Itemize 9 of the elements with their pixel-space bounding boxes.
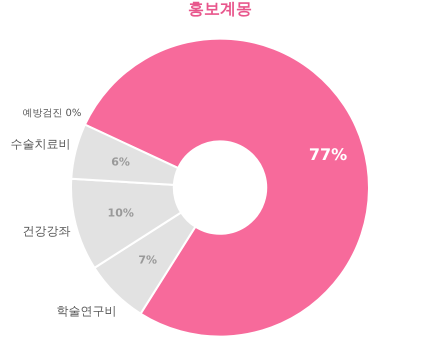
category-label: 예방검진 0% [22, 108, 82, 120]
data-label: 10% [108, 206, 134, 220]
chart-title: 홍보계몽 [188, 0, 252, 18]
slice-label: 수술치료비 [10, 136, 70, 151]
data-label: 6% [111, 155, 130, 168]
data-label: 7% [138, 253, 158, 266]
data-label: 77% [308, 144, 348, 164]
slice-label: 건강강좌 [22, 224, 71, 238]
slice-label: 학술연구비 [56, 304, 117, 318]
